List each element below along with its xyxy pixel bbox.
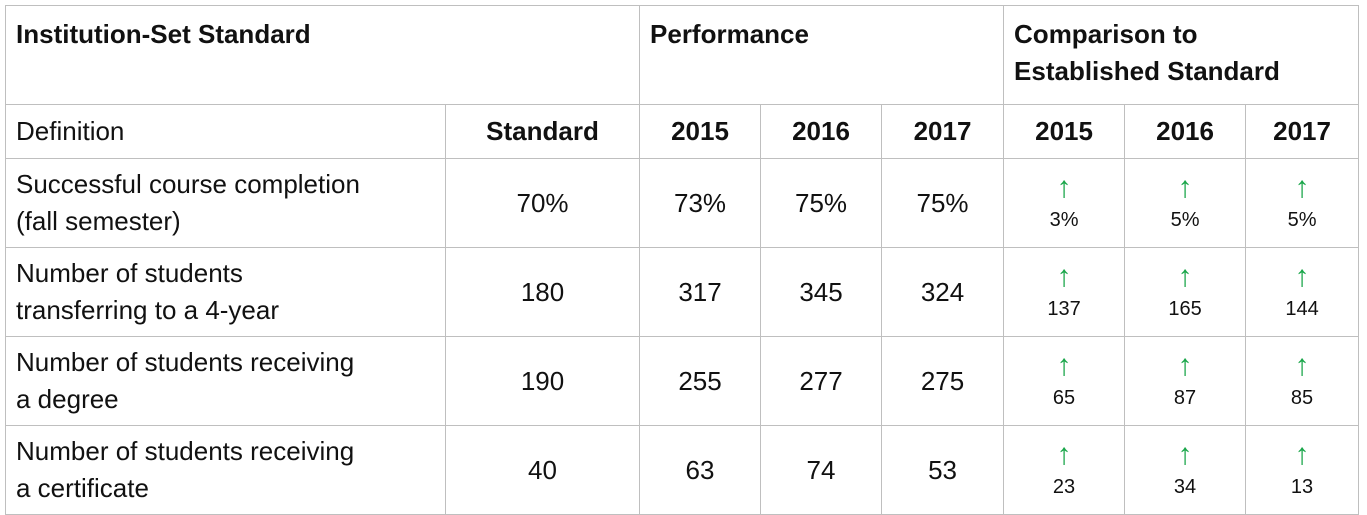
cmp-year-header: 2016 [1124,104,1247,159]
comparison-value: 34 [1173,476,1197,498]
comparison-value: 13 [1290,476,1314,498]
up-arrow-icon: ↑ [1056,349,1072,382]
row-label-line2: transferring to a 4-year [16,295,280,325]
comparison-cell: ↑ 13 [1245,425,1360,515]
table-row: Successful course completion (fall semes… [5,158,1360,248]
up-arrow-icon: ↑ [1177,438,1193,471]
perf-value: 75% [760,158,883,248]
comparison-cell: ↑ 5% [1124,158,1247,248]
table-row: Number of students transferring to a 4-y… [5,247,1360,337]
institution-set-standard-header: Institution-Set Standard [4,5,641,105]
perf-value: 255 [639,336,762,426]
perf-value: 275 [881,336,1005,426]
comparison-value: 144 [1285,298,1319,320]
cmp-year-header: 2015 [1003,104,1126,159]
header-row: Institution-Set Standard Performance Com… [4,5,1360,105]
up-arrow-icon: ↑ [1294,349,1310,382]
row-label-line1: Number of students [16,258,243,288]
perf-year-header: 2016 [760,104,883,159]
row-label: Successful course completion (fall semes… [5,158,446,248]
comparison-value: 137 [1047,298,1081,320]
comparison-cell: ↑ 85 [1245,336,1360,426]
perf-value: 63 [639,425,762,515]
up-arrow-icon: ↑ [1177,171,1193,204]
perf-value: 73% [639,158,762,248]
row-label: Number of students receiving a degree [5,336,446,426]
definition-header: Definition [5,104,446,159]
standard-value: 40 [444,425,641,515]
row-label-line2: (fall semester) [16,206,181,236]
row-label: Number of students receiving a certifica… [5,425,446,515]
comparison-cell: ↑ 3% [1003,158,1126,248]
comparison-value: 23 [1052,476,1076,498]
comparison-cell: ↑ 87 [1124,336,1247,426]
up-arrow-icon: ↑ [1177,349,1193,382]
up-arrow-icon: ↑ [1294,438,1310,471]
comparison-cell: ↑ 144 [1245,247,1360,337]
standard-value: 190 [444,336,641,426]
comparison-value: 65 [1052,387,1076,409]
comparison-cell: ↑ 165 [1124,247,1247,337]
up-arrow-icon: ↑ [1056,260,1072,293]
perf-year-header: 2015 [639,104,762,159]
up-arrow-icon: ↑ [1294,260,1310,293]
perf-value: 277 [760,336,883,426]
comparison-header: Comparison to Established Standard [1003,5,1360,105]
comparison-value: 5% [1170,209,1200,231]
subheader-row: Definition Standard 2015 2016 2017 2015 … [5,104,1360,159]
standard-value: 180 [444,247,641,337]
comparison-cell: ↑ 137 [1003,247,1126,337]
up-arrow-icon: ↑ [1056,438,1072,471]
comparison-cell: ↑ 65 [1003,336,1126,426]
perf-value: 324 [881,247,1005,337]
perf-value: 75% [881,158,1005,248]
up-arrow-icon: ↑ [1177,260,1193,293]
institution-standards-table: Institution-Set Standard Performance Com… [4,5,1360,515]
comparison-value: 3% [1049,209,1079,231]
row-label-line2: a certificate [16,473,149,503]
comparison-value: 87 [1173,387,1197,409]
perf-value: 345 [760,247,883,337]
comparison-header-line1: Comparison to [1014,19,1198,49]
comparison-value: 165 [1168,298,1202,320]
perf-value: 74 [760,425,883,515]
row-label-line1: Number of students receiving [16,347,355,377]
standard-value: 70% [444,158,641,248]
standard-header: Standard [444,104,641,159]
perf-value: 317 [639,247,762,337]
row-label-line1: Number of students receiving [16,436,355,466]
row-label-line1: Successful course completion [16,169,360,199]
perf-year-header: 2017 [881,104,1005,159]
row-label: Number of students transferring to a 4-y… [5,247,446,337]
table-row: Number of students receiving a degree 19… [5,336,1360,426]
comparison-header-line2: Established Standard [1014,56,1280,86]
row-label-line2: a degree [16,384,119,414]
table-row: Number of students receiving a certifica… [5,425,1360,515]
up-arrow-icon: ↑ [1294,171,1310,204]
comparison-value: 85 [1290,387,1314,409]
cmp-year-header: 2017 [1245,104,1360,159]
comparison-cell: ↑ 23 [1003,425,1126,515]
perf-value: 53 [881,425,1005,515]
performance-header: Performance [639,5,1005,105]
comparison-value: 5% [1287,209,1317,231]
comparison-cell: ↑ 34 [1124,425,1247,515]
up-arrow-icon: ↑ [1056,171,1072,204]
comparison-cell: ↑ 5% [1245,158,1360,248]
